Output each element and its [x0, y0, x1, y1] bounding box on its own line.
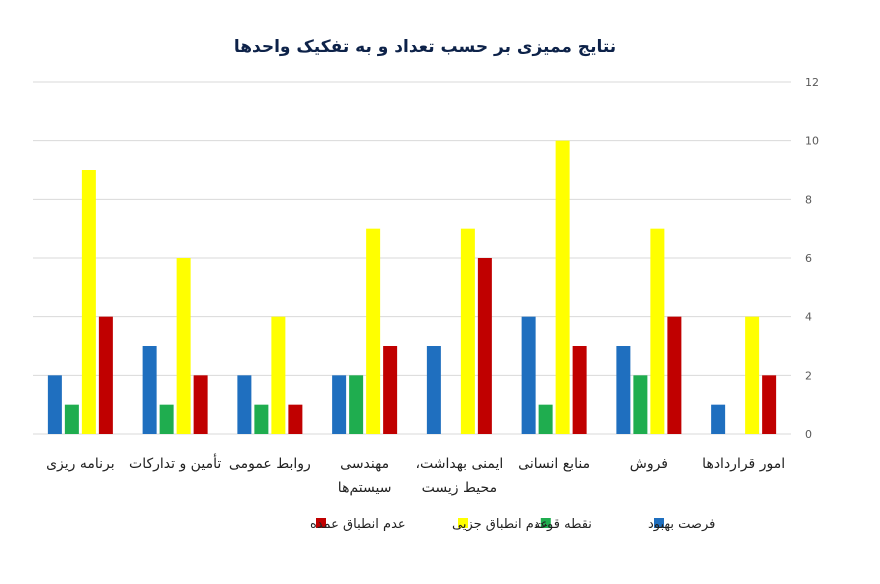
category-label: ایمنی بهداشت،: [415, 456, 503, 472]
legend-label: نقطه قوت: [535, 517, 592, 532]
bar: [745, 316, 760, 434]
y-tick-label: 6: [805, 252, 812, 265]
bar: [711, 404, 726, 434]
y-tick-label: 2: [805, 369, 812, 382]
bar: [98, 316, 113, 434]
bar: [426, 346, 441, 434]
bar: [460, 228, 475, 434]
legend-label: عدم انطباق جزیی: [452, 517, 548, 532]
bar: [142, 346, 157, 434]
bar: [332, 375, 347, 434]
bar: [271, 316, 286, 434]
category-label: روابط عمومی: [229, 456, 311, 472]
bar: [762, 375, 777, 434]
category-label: سیستم‌ها: [338, 480, 392, 496]
bar: [159, 404, 174, 434]
bar: [193, 375, 208, 434]
bar: [555, 140, 570, 434]
bar: [538, 404, 553, 434]
category-label: امور قراردادها: [702, 456, 785, 472]
bar: [64, 404, 79, 434]
bar: [254, 404, 269, 434]
bar: [383, 346, 398, 434]
category-label: منابع انسانی: [518, 456, 590, 472]
legend-swatch: [458, 518, 468, 528]
bar: [288, 404, 303, 434]
gridlines: [33, 81, 791, 435]
legend-swatch: [540, 518, 551, 528]
bar: [237, 375, 252, 434]
bar: [650, 228, 665, 434]
category-label: برنامه ریزی: [46, 456, 115, 472]
category-label: تأمین و تدارکات: [129, 453, 221, 472]
bar: [667, 316, 682, 434]
y-tick-label: 12: [805, 76, 819, 89]
category-label: محیط زیست: [422, 480, 497, 496]
bar: [366, 228, 381, 434]
bar: [349, 375, 364, 434]
y-tick-label: 0: [805, 428, 812, 441]
y-axis-ticks: 0 2 4 6 8 10 12: [805, 76, 819, 441]
bars: [47, 140, 777, 434]
bar: [176, 258, 191, 434]
bar: [572, 346, 587, 434]
bar: [521, 316, 536, 434]
bar: [477, 258, 492, 434]
legend-swatch: [316, 518, 326, 528]
bar: [616, 346, 631, 434]
y-tick-label: 8: [805, 193, 812, 206]
chart-title: نتایج ممیزی بر حسب تعداد و به تفکیک واحد…: [234, 37, 616, 57]
legend-label: عدم انطباق عمده: [310, 517, 406, 532]
y-tick-label: 4: [805, 311, 812, 324]
bar: [81, 170, 96, 434]
category-label: مهندسی: [340, 456, 389, 472]
category-label: فروش: [630, 456, 668, 472]
y-tick-label: 10: [805, 135, 819, 148]
legend-swatch: [654, 518, 664, 528]
legend-label: فرصت بهبود: [648, 517, 715, 532]
bar: [47, 375, 62, 434]
category-labels: برنامه ریزی تأمین و تدارکات روابط عمومی مهن…: [46, 453, 785, 496]
bar: [633, 375, 648, 434]
